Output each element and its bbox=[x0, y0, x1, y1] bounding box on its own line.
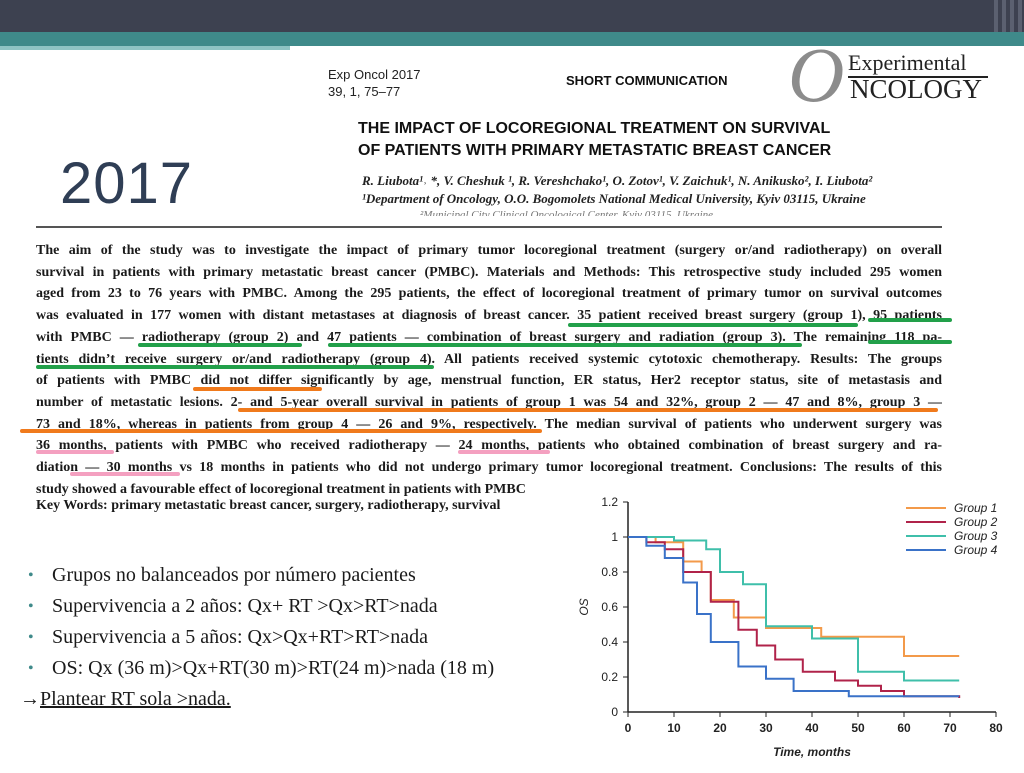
slide-corner-stripes bbox=[992, 0, 1024, 46]
x-tick-label: 50 bbox=[851, 721, 865, 735]
conclusion-line: →Plantear RT sola >nada. bbox=[20, 684, 494, 715]
abstract-line: 73 and 18%, whereas in patients from gro… bbox=[36, 416, 942, 432]
arrow-icon: → bbox=[20, 688, 40, 710]
paper-title: THE IMPACT OF LOCOREGIONAL TREATMENT ON … bbox=[358, 120, 832, 159]
slide-title: 2017 bbox=[60, 151, 194, 216]
journal-volume: 39, 1, 75–77 bbox=[328, 84, 401, 99]
y-tick-label: 0.4 bbox=[601, 635, 618, 649]
bullet-item: Supervivencia a 2 años: Qx+ RT >Qx>RT>na… bbox=[28, 591, 494, 622]
series-line-group-4 bbox=[628, 536, 960, 698]
legend-label: Group 3 bbox=[954, 529, 998, 543]
y-axis-label: OS bbox=[577, 598, 591, 615]
x-tick-label: 70 bbox=[943, 721, 957, 735]
journal-citation: Exp Oncol 2017 39, 1, 75–77 bbox=[328, 66, 421, 100]
bullet-item: OS: Qx (36 m)>Qx+RT(30 m)>RT(24 m)>nada … bbox=[28, 653, 494, 684]
y-tick-label: 1.2 bbox=[601, 495, 618, 509]
y-tick-label: 1 bbox=[611, 530, 618, 544]
slide-top-bar bbox=[0, 0, 1024, 32]
paper-affiliation-cut: ²Municipal City Clinical Oncological Cen… bbox=[420, 209, 714, 216]
x-tick-label: 80 bbox=[989, 721, 1003, 735]
legend-label: Group 1 bbox=[954, 501, 997, 515]
abstract-line: was evaluated in 177 women with distant … bbox=[36, 308, 942, 324]
abstract-line: study showed a favourable effect of loco… bbox=[36, 481, 526, 497]
abstract-line: The aim of the study was to investigate … bbox=[36, 243, 942, 258]
abstract-line: 36 months, patients with PMBC who receiv… bbox=[36, 438, 942, 454]
x-tick-label: 60 bbox=[897, 721, 911, 735]
x-tick-label: 30 bbox=[759, 721, 773, 735]
abstract-line: tients didn’t receive surgery or/and rad… bbox=[36, 351, 942, 367]
x-tick-label: 20 bbox=[713, 721, 727, 735]
y-tick-label: 0.6 bbox=[601, 600, 618, 614]
series-line-group-1 bbox=[628, 536, 960, 657]
bullet-item: Grupos no balanceados por número pacient… bbox=[28, 560, 494, 591]
abstract-line: aged from 23 to 76 years with PMBC. Amon… bbox=[36, 286, 942, 302]
logo-text-top: Experimental bbox=[848, 50, 967, 75]
paper-keywords: Key Words: primary metastatic breast can… bbox=[36, 498, 501, 513]
x-tick-label: 10 bbox=[667, 721, 681, 735]
legend-label: Group 2 bbox=[954, 515, 998, 529]
abstract-line: survival in patients with primary metast… bbox=[36, 264, 942, 280]
paper-section-label: SHORT COMMUNICATION bbox=[566, 73, 728, 88]
journal-logo: O Experimental NCOLOGY bbox=[788, 36, 994, 114]
series-line-group-3 bbox=[628, 536, 960, 682]
paper-authors: R. Liubota¹˒ *, V. Cheshuk ¹, R. Vereshc… bbox=[362, 173, 873, 206]
slide-accent-band bbox=[0, 32, 1024, 50]
x-axis-label: Time, months bbox=[773, 745, 851, 759]
y-tick-label: 0 bbox=[611, 705, 618, 719]
conclusion-text: Plantear RT sola >nada. bbox=[40, 688, 231, 710]
y-tick-label: 0.8 bbox=[601, 565, 618, 579]
abstract-line: of patients with PMBC did not differ sig… bbox=[36, 373, 942, 389]
survival-chart: 0 10 20 30 40 50 60 70 80 0 0.2 0.4 0.6 0.8 1 1.2 Time, … bbox=[576, 490, 1024, 768]
series-line-group-2 bbox=[628, 536, 961, 698]
abstract-line: with PMBC — radiotherapy (group 2) and 4… bbox=[36, 329, 942, 345]
legend-label: Group 4 bbox=[954, 543, 998, 557]
x-tick-label: 40 bbox=[805, 721, 819, 735]
logo-text-bottom: NCOLOGY bbox=[850, 74, 982, 104]
x-tick-label: 0 bbox=[625, 721, 632, 735]
journal-name: Exp Oncol 2017 bbox=[328, 67, 421, 82]
paper-abstract: The aim of the study was to investigate … bbox=[36, 240, 942, 500]
abstract-divider bbox=[36, 226, 942, 228]
paper-affiliation: ¹Department of Oncology, O.O. Bogomolets… bbox=[362, 191, 866, 206]
abstract-line: number of metastatic lesions. 2- and 5-y… bbox=[36, 394, 942, 410]
y-tick-label: 0.2 bbox=[601, 670, 618, 684]
abstract-line: diation — 30 months vs 18 months in pati… bbox=[36, 460, 942, 476]
summary-bullets: Grupos no balanceados por número pacient… bbox=[20, 560, 494, 715]
survival-chart-svg: 0 10 20 30 40 50 60 70 80 0 0.2 0.4 0.6 0.8 1 1.2 Time, … bbox=[577, 495, 1003, 759]
bullet-item: Supervivencia a 5 años: Qx>Qx+RT>RT>nada bbox=[28, 622, 494, 653]
